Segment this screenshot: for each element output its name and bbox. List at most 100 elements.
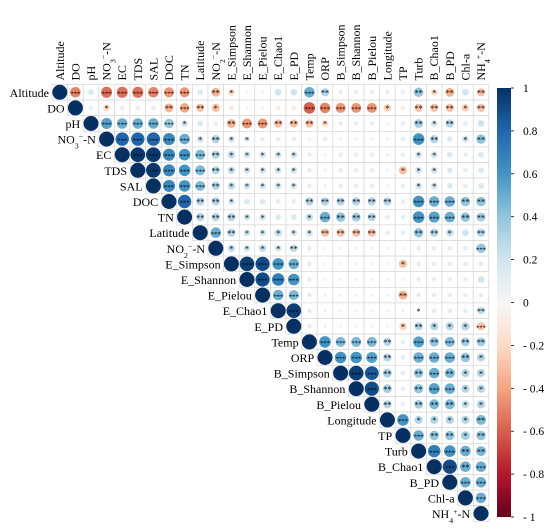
correlation-circle [412, 211, 425, 223]
row-label: E_Chao1 [223, 304, 268, 318]
correlation-circle [336, 197, 345, 206]
correlation-circle [460, 477, 471, 488]
correlation-circle [369, 167, 375, 173]
correlation-circle [338, 167, 343, 173]
correlation-circle [116, 86, 128, 98]
significance-mark: *** [429, 215, 439, 222]
significance-mark: * [276, 167, 280, 176]
correlation-circle [413, 368, 424, 378]
significance-mark: *** [367, 387, 377, 394]
correlation-circle [258, 244, 267, 253]
correlation-circle [400, 199, 406, 204]
correlation-circle [415, 166, 422, 174]
correlation-circle [444, 211, 456, 223]
correlation-circle [245, 90, 249, 94]
row-label: TDS [104, 164, 127, 178]
correlation-circle [161, 194, 177, 209]
significance-mark: *** [117, 91, 127, 98]
significance-mark: *** [164, 91, 174, 98]
correlation-circle [383, 104, 392, 112]
correlation-circle [227, 150, 236, 159]
significance-mark: * [432, 416, 436, 425]
significance-mark: ** [368, 198, 376, 207]
significance-mark: * [479, 354, 483, 363]
correlation-circle [333, 365, 349, 381]
correlation-circle [400, 121, 406, 126]
significance-mark: *** [429, 371, 439, 378]
significance-mark: * [463, 323, 467, 332]
column-label: Altitude [53, 41, 67, 80]
correlation-circle [211, 197, 220, 206]
significance-mark: *** [445, 200, 455, 207]
correlation-circle [304, 87, 315, 98]
correlation-circle [444, 196, 456, 207]
column-label: Longitude [380, 31, 394, 80]
correlation-circle [179, 103, 190, 113]
correlation-circle [462, 229, 469, 237]
significance-mark: ** [415, 385, 423, 394]
correlation-circle [412, 195, 425, 208]
significance-mark: *** [429, 387, 439, 394]
correlation-circle [288, 258, 300, 270]
correlation-circle [227, 244, 236, 253]
correlation-circle [400, 214, 406, 220]
correlation-circle [305, 197, 314, 206]
correlation-circle [227, 213, 236, 222]
significance-mark: ** [321, 198, 329, 207]
correlation-circle [195, 165, 206, 176]
correlation-circle [385, 230, 390, 236]
significance-mark: *** [180, 153, 190, 160]
significance-mark: ** [196, 198, 204, 207]
column-label: E_Shannon [240, 25, 254, 80]
correlation-circle [338, 293, 343, 297]
significance-mark: *** [242, 262, 252, 269]
row-label: DO [47, 101, 65, 115]
correlation-circle [463, 121, 468, 126]
correlation-circle [444, 368, 455, 379]
correlation-circle [398, 290, 408, 300]
correlation-circle [196, 103, 205, 112]
row-label: pH [66, 117, 81, 131]
significance-mark: * [198, 135, 202, 144]
significance-mark: *** [445, 465, 455, 472]
significance-mark: *** [117, 137, 127, 144]
correlation-circle [274, 151, 282, 159]
column-label: E_Chao1 [271, 36, 285, 81]
correlation-circle [476, 243, 486, 254]
correlation-circle [351, 102, 362, 113]
significance-mark: ** [477, 307, 485, 316]
correlation-circle [163, 87, 175, 98]
correlation-circle [307, 245, 312, 251]
correlation-circle [211, 213, 220, 222]
correlation-circle [460, 431, 470, 440]
correlation-circle [478, 292, 484, 298]
correlation-circle [286, 318, 302, 334]
correlation-circle [463, 261, 468, 267]
significance-mark: ** [461, 447, 469, 456]
correlation-circle [197, 89, 204, 96]
correlation-circle [428, 196, 440, 207]
significance-mark: ** [227, 229, 235, 238]
correlation-circle [447, 292, 453, 298]
correlation-circle [131, 132, 145, 146]
significance-mark: ** [212, 198, 220, 207]
significance-mark: *** [476, 325, 486, 332]
correlation-circle [352, 228, 361, 237]
correlation-circle [132, 86, 144, 98]
correlation-circle [430, 151, 438, 159]
correlation-circle [416, 261, 421, 267]
correlation-circle [476, 228, 486, 237]
correlation-circle [338, 324, 343, 328]
correlation-circle [364, 396, 380, 412]
row-label: B_Simpson [274, 367, 330, 381]
significance-mark: * [448, 229, 452, 238]
legend-tick-label: - 0.4 [523, 383, 544, 395]
significance-mark: ** [430, 401, 438, 410]
significance-mark: ** [415, 401, 423, 410]
significance-mark: *** [164, 184, 174, 191]
correlation-circle [364, 366, 379, 380]
correlation-circle [350, 351, 363, 364]
significance-mark: * [479, 401, 483, 410]
correlation-circle [146, 162, 161, 178]
row-labels: AltitudeDOpHNO3−-NECTDSSALDOCTNLatitudeN… [10, 86, 471, 525]
